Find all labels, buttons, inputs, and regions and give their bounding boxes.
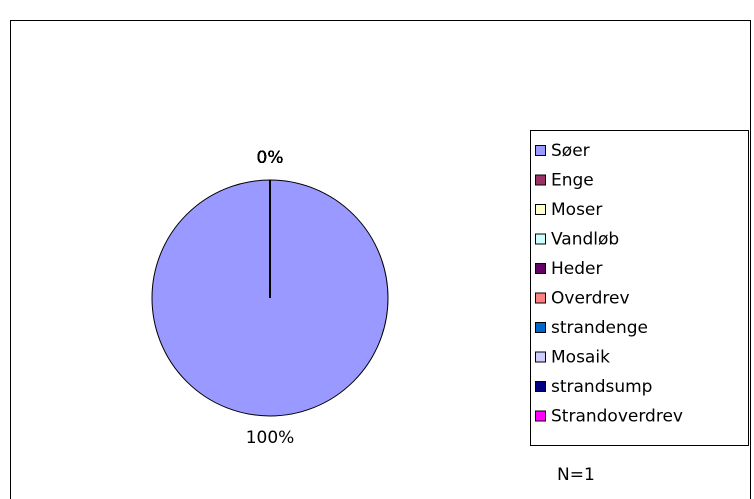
legend-swatch — [535, 204, 546, 215]
legend-box — [530, 130, 749, 446]
legend-label: Søer — [551, 141, 590, 161]
legend-swatch — [535, 145, 546, 156]
legend-label: Heder — [551, 259, 602, 279]
legend-label: Enge — [551, 171, 594, 191]
legend-swatch — [535, 233, 546, 245]
legend-swatch — [535, 351, 546, 363]
legend-label: Moser — [551, 200, 602, 220]
legend-label: Overdrev — [551, 289, 630, 309]
data-label: 0% — [257, 148, 284, 168]
legend-label: strandenge — [551, 318, 648, 338]
data-label: 0% — [257, 148, 284, 168]
legend-swatch — [535, 263, 546, 274]
data-label: 0% — [257, 148, 284, 168]
legend-swatch — [535, 322, 546, 333]
legend-label: Strandoverdrev — [551, 407, 683, 427]
legend-label: Mosaik — [551, 348, 610, 368]
legend-swatch — [535, 174, 546, 186]
data-label: 0% — [257, 148, 284, 168]
data-label: 0% — [257, 148, 284, 168]
annotation: N=1 — [557, 465, 595, 485]
data-label: 0% — [257, 148, 284, 168]
legend-label: strandsump — [551, 377, 652, 397]
legend-label: Vandløb — [551, 230, 619, 250]
legend-swatch — [535, 410, 546, 422]
legend-swatch — [535, 292, 546, 304]
data-label: 100% — [246, 428, 295, 448]
data-label: 0% — [257, 148, 284, 168]
legend-swatch — [535, 381, 546, 392]
data-label: 0% — [257, 148, 284, 168]
data-label: 0% — [257, 148, 284, 168]
